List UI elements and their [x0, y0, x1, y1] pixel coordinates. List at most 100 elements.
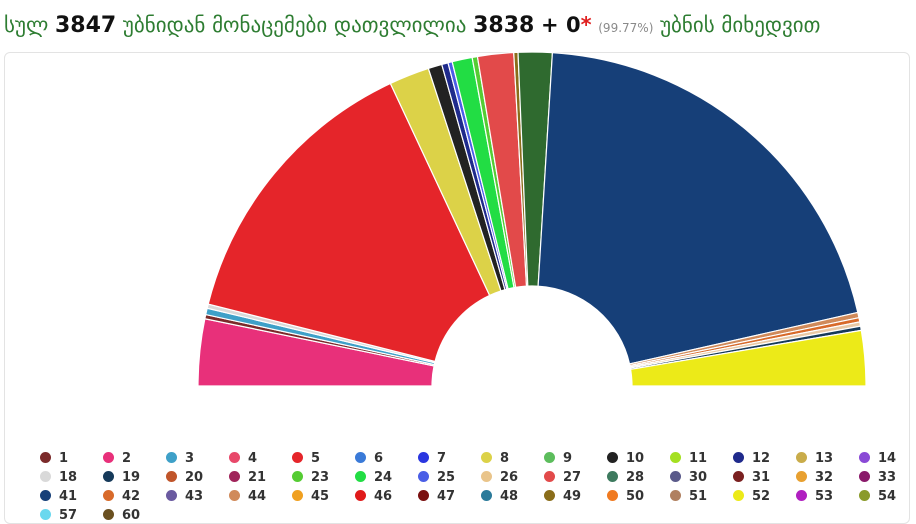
chart-slice-5[interactable]	[207, 82, 491, 363]
legend-swatch-icon	[40, 471, 51, 482]
legend-label: 19	[122, 470, 141, 485]
legend-item-5[interactable]: 5	[292, 451, 355, 466]
legend-item-43[interactable]: 43	[166, 489, 229, 504]
legend-swatch-icon	[670, 471, 681, 482]
legend-swatch-icon	[670, 452, 681, 463]
legend-item-24[interactable]: 24	[355, 470, 418, 485]
legend-label: 28	[626, 470, 645, 485]
chart-legend: 1 2 3 4 5 6 7 8 9 10 11 12 13 14 18 19 20 21 23 24 25 26 27 28 3…	[40, 447, 910, 523]
legend-item-42[interactable]: 42	[103, 489, 166, 504]
legend-item-52[interactable]: 52	[733, 489, 796, 504]
legend-swatch-icon	[355, 490, 366, 501]
legend-item-48[interactable]: 48	[481, 489, 544, 504]
legend-swatch-icon	[103, 490, 114, 501]
legend-label: 8	[500, 451, 510, 466]
legend-item-6[interactable]: 6	[355, 451, 418, 466]
legend-item-47[interactable]: 47	[418, 489, 481, 504]
legend-swatch-icon	[103, 452, 114, 463]
legend-item-10[interactable]: 10	[607, 451, 670, 466]
legend-item-23[interactable]: 23	[292, 470, 355, 485]
total-precincts: 3847	[54, 13, 117, 38]
legend-label: 2	[122, 451, 132, 466]
legend-item-11[interactable]: 11	[670, 451, 733, 466]
legend-label: 9	[563, 451, 573, 466]
legend-item-54[interactable]: 54	[859, 489, 916, 504]
legend-item-46[interactable]: 46	[355, 489, 418, 504]
legend-item-30[interactable]: 30	[670, 470, 733, 485]
legend-label: 45	[311, 489, 330, 504]
results-header: სულ 3847 უბნიდან მონაცემები დათვლილია 38…	[4, 10, 821, 43]
legend-label: 12	[752, 451, 771, 466]
legend-item-45[interactable]: 45	[292, 489, 355, 504]
legend-label: 21	[248, 470, 267, 485]
legend-item-3[interactable]: 3	[166, 451, 229, 466]
legend-item-60[interactable]: 60	[103, 508, 166, 523]
legend-swatch-icon	[733, 471, 744, 482]
legend-item-28[interactable]: 28	[607, 470, 670, 485]
legend-item-12[interactable]: 12	[733, 451, 796, 466]
legend-item-13[interactable]: 13	[796, 451, 859, 466]
legend-swatch-icon	[859, 452, 870, 463]
legend-swatch-icon	[166, 452, 177, 463]
legend-swatch-icon	[418, 471, 429, 482]
legend-swatch-icon	[40, 490, 51, 501]
legend-item-57[interactable]: 57	[40, 508, 103, 523]
legend-label: 3	[185, 451, 195, 466]
legend-row: 41 42 43 44 45 46 47 48 49 50 51 52 53 54	[40, 485, 910, 504]
legend-item-49[interactable]: 49	[544, 489, 607, 504]
legend-label: 27	[563, 470, 582, 485]
legend-swatch-icon	[544, 490, 555, 501]
legend-swatch-icon	[166, 471, 177, 482]
legend-item-51[interactable]: 51	[670, 489, 733, 504]
legend-item-2[interactable]: 2	[103, 451, 166, 466]
legend-swatch-icon	[355, 452, 366, 463]
header-text-by-precinct: უბნის მიხედვით	[660, 13, 821, 37]
legend-item-53[interactable]: 53	[796, 489, 859, 504]
legend-swatch-icon	[481, 471, 492, 482]
legend-item-27[interactable]: 27	[544, 470, 607, 485]
legend-swatch-icon	[103, 471, 114, 482]
chart-slice-52[interactable]	[629, 329, 867, 387]
legend-item-21[interactable]: 21	[229, 470, 292, 485]
legend-item-19[interactable]: 19	[103, 470, 166, 485]
legend-label: 41	[59, 489, 78, 504]
legend-swatch-icon	[796, 471, 807, 482]
legend-item-14[interactable]: 14	[859, 451, 916, 466]
legend-item-20[interactable]: 20	[166, 470, 229, 485]
legend-swatch-icon	[418, 452, 429, 463]
legend-row: 57 60	[40, 504, 910, 523]
legend-label: 23	[311, 470, 330, 485]
legend-item-25[interactable]: 25	[418, 470, 481, 485]
legend-swatch-icon	[607, 471, 618, 482]
legend-row: 18 19 20 21 23 24 25 26 27 28 30 31 32 33	[40, 466, 910, 485]
legend-item-8[interactable]: 8	[481, 451, 544, 466]
legend-item-31[interactable]: 31	[733, 470, 796, 485]
legend-swatch-icon	[481, 490, 492, 501]
legend-swatch-icon	[607, 452, 618, 463]
legend-item-7[interactable]: 7	[418, 451, 481, 466]
legend-swatch-icon	[733, 490, 744, 501]
legend-swatch-icon	[229, 490, 240, 501]
legend-item-50[interactable]: 50	[607, 489, 670, 504]
legend-swatch-icon	[292, 490, 303, 501]
legend-item-9[interactable]: 9	[544, 451, 607, 466]
legend-swatch-icon	[229, 452, 240, 463]
legend-swatch-icon	[481, 452, 492, 463]
legend-item-44[interactable]: 44	[229, 489, 292, 504]
chart-slice-41[interactable]	[537, 51, 859, 365]
asterisk-mark: *	[580, 13, 592, 37]
legend-label: 60	[122, 508, 141, 523]
header-text-total-prefix: სულ	[4, 13, 49, 37]
legend-item-4[interactable]: 4	[229, 451, 292, 466]
legend-item-18[interactable]: 18	[40, 470, 103, 485]
legend-swatch-icon	[670, 490, 681, 501]
legend-label: 5	[311, 451, 321, 466]
legend-item-26[interactable]: 26	[481, 470, 544, 485]
legend-label: 54	[878, 489, 897, 504]
legend-item-1[interactable]: 1	[40, 451, 103, 466]
legend-item-32[interactable]: 32	[796, 470, 859, 485]
legend-item-33[interactable]: 33	[859, 470, 916, 485]
legend-item-41[interactable]: 41	[40, 489, 103, 504]
legend-swatch-icon	[859, 490, 870, 501]
